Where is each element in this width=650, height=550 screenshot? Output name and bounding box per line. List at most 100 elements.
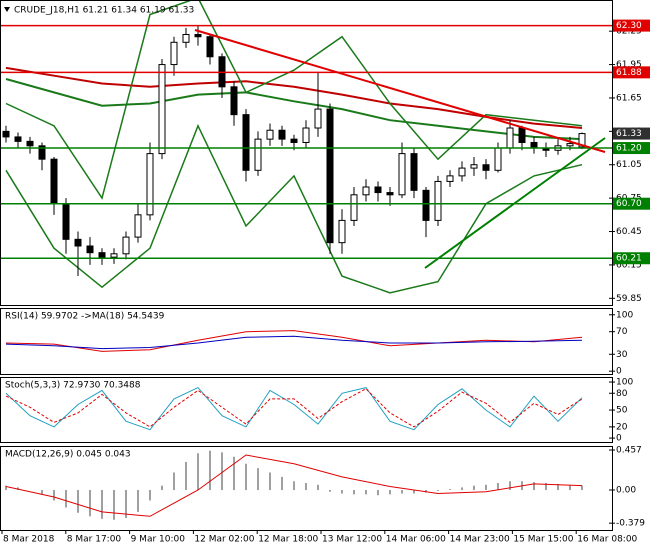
level-box bbox=[613, 197, 650, 210]
x-tick-label: 15 Mar 15:00 bbox=[513, 535, 573, 545]
resistance-trendline bbox=[194, 29, 606, 153]
candle-body bbox=[302, 127, 310, 143]
support-trendline bbox=[424, 137, 606, 269]
x-tick-label: 14 Mar 06:00 bbox=[386, 535, 446, 545]
candle-body bbox=[2, 130, 10, 138]
candle-body bbox=[182, 34, 190, 43]
candle-body bbox=[254, 138, 262, 171]
x-tick-label: 12 Mar 18:00 bbox=[258, 535, 318, 545]
y-tick-label: 80 bbox=[616, 389, 628, 399]
indicator-line bbox=[5, 335, 583, 350]
candle-body bbox=[206, 36, 214, 58]
candle-body bbox=[122, 236, 130, 255]
candle-body bbox=[422, 189, 430, 221]
x-tick-label: 14 Mar 23:00 bbox=[450, 535, 510, 545]
y-tick-label: 20 bbox=[616, 422, 628, 432]
indicator-line bbox=[5, 388, 583, 428]
y-tick-label: -0.379 bbox=[616, 519, 645, 529]
level-box bbox=[613, 142, 650, 155]
candle-body bbox=[110, 253, 118, 258]
candle-body bbox=[146, 153, 154, 216]
level-label: 60.70 bbox=[616, 199, 642, 209]
candle-body bbox=[50, 158, 58, 205]
candle-body bbox=[566, 143, 574, 147]
candle-body bbox=[278, 129, 286, 140]
candle-body bbox=[518, 127, 526, 143]
x-tick-label: 8 Mar 2018 bbox=[3, 535, 55, 545]
candle-body bbox=[434, 180, 442, 221]
y-tick-label: 61.95 bbox=[616, 60, 642, 70]
chart-layer: 8 Mar 2018 8 Mar 17:00 9 Mar 10:00 12 Mar 0… bbox=[0, 0, 638, 545]
y-tick-label: 60.45 bbox=[616, 227, 642, 237]
candle-body bbox=[26, 140, 34, 147]
panel-title: RSI(14) 59.9702 ->MA(18) 54.5439 bbox=[5, 312, 165, 322]
candle-body bbox=[194, 34, 202, 38]
level-label: 61.20 bbox=[616, 144, 642, 154]
candle-body bbox=[230, 86, 238, 116]
indicator-line bbox=[5, 0, 583, 200]
y-tick-label: 0 bbox=[616, 434, 622, 444]
level-label: 62.30 bbox=[616, 21, 642, 31]
y-tick-label: 0.00 bbox=[616, 486, 636, 496]
candle-body bbox=[74, 238, 82, 247]
candle-body bbox=[482, 164, 490, 171]
y-tick-label: 61.05 bbox=[616, 160, 642, 170]
candle-body bbox=[158, 64, 166, 155]
candle-body bbox=[170, 41, 178, 66]
indicator-line bbox=[5, 78, 583, 141]
candle-body bbox=[338, 219, 346, 244]
y-tick-label: 0 bbox=[616, 367, 622, 377]
candle-body bbox=[86, 245, 94, 254]
candle-body bbox=[410, 153, 418, 191]
candle-body bbox=[134, 214, 142, 238]
x-tick-label: 16 Mar 08:00 bbox=[577, 535, 637, 545]
panel-frame bbox=[0, 308, 613, 375]
panel-title: Stoch(5,3,3) 72.9730 70.3488 bbox=[5, 381, 141, 391]
signal-line bbox=[5, 454, 583, 517]
level-label: 60.21 bbox=[616, 254, 642, 264]
candle-body bbox=[326, 108, 334, 244]
candle-body bbox=[62, 203, 70, 240]
y-tick-label: 100 bbox=[616, 378, 633, 388]
y-tick-label: 59.85 bbox=[616, 294, 642, 304]
panel-title: MACD(12,26,9) 0.045 0.043 bbox=[5, 450, 131, 460]
y-tick-label: 60.15 bbox=[616, 260, 642, 270]
candle-body bbox=[362, 186, 370, 196]
label-layer: 59.8560.1560.4560.7561.0561.3561.6561.95… bbox=[0, 0, 650, 531]
candle-body bbox=[494, 147, 502, 171]
level-box bbox=[613, 66, 650, 79]
current-price-label: 61.33 bbox=[616, 129, 642, 139]
y-tick-label: 100 bbox=[616, 310, 633, 320]
candle-body bbox=[458, 167, 466, 177]
candle-body bbox=[242, 114, 250, 171]
candle-body bbox=[374, 186, 382, 194]
candle-body bbox=[38, 145, 46, 160]
chart-title: CRUDE_J18,H1 61.21 61.34 61.19 61.33 bbox=[14, 6, 194, 16]
y-tick-label: 30 bbox=[616, 350, 628, 360]
candle-body bbox=[386, 192, 394, 196]
level-label: 61.88 bbox=[616, 68, 642, 78]
current-price-box bbox=[613, 127, 650, 140]
y-tick-label: 70 bbox=[616, 327, 628, 337]
candle-body bbox=[506, 127, 514, 149]
level-box bbox=[613, 252, 650, 265]
candle-body bbox=[266, 129, 274, 140]
y-tick-label: 62.25 bbox=[616, 27, 642, 37]
candle-body bbox=[446, 175, 454, 182]
level-box bbox=[613, 19, 650, 32]
panel-frame bbox=[0, 0, 613, 306]
y-tick-label: 0.457 bbox=[616, 446, 642, 456]
x-tick-label: 9 Mar 10:00 bbox=[131, 535, 186, 545]
candle-body bbox=[14, 136, 22, 142]
panel-frame bbox=[0, 446, 613, 531]
indicator-line bbox=[5, 386, 583, 431]
x-tick-label: 12 Mar 02:00 bbox=[194, 535, 254, 545]
title-marker bbox=[4, 7, 10, 12]
x-tick-label: 8 Mar 17:00 bbox=[67, 535, 122, 545]
candle-body bbox=[470, 164, 478, 169]
indicator-line bbox=[5, 330, 583, 352]
candle-body bbox=[314, 108, 322, 129]
candle-body bbox=[578, 133, 586, 148]
y-tick-label: 61.65 bbox=[616, 93, 642, 103]
